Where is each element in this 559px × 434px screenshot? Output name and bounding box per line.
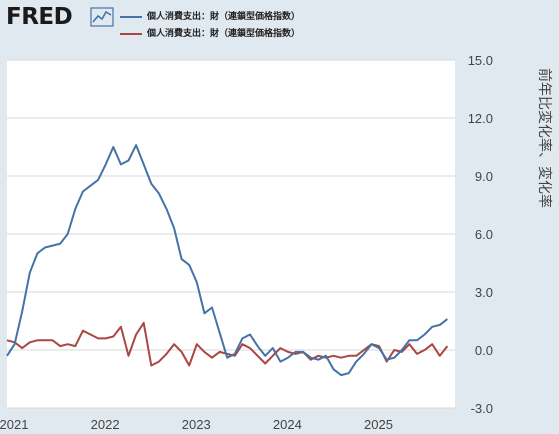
fred-logo[interactable]: FRED — [6, 4, 73, 30]
y-tick-label: 9.0 — [475, 169, 493, 184]
y-axis-ticks: 15.0 12.0 9.0 6.0 3.0 0.0 -3.0 — [468, 53, 493, 416]
y-tick-label: -3.0 — [471, 401, 493, 416]
legend-item-series-1[interactable]: 個人消費支出：財（連鎖型価格指数） — [120, 9, 300, 23]
y-tick-label: 15.0 — [468, 53, 493, 68]
legend-swatch — [120, 32, 142, 35]
series-lines[interactable] — [6, 144, 449, 377]
legend-item-series-2[interactable]: 個人消費支出：財（連鎖型価格指数） — [120, 26, 300, 40]
series-line-1[interactable] — [6, 144, 449, 377]
legend-label: 個人消費支出：財（連鎖型価格指数） — [147, 11, 301, 21]
legend-label: 個人消費支出：財（連鎖型価格指数） — [147, 28, 301, 38]
x-tick-label: 2022 — [91, 417, 120, 432]
x-axis-ticks: 2021 2022 2023 2024 2025 — [0, 417, 393, 432]
y-axis-label: 前年比変化率、変化率 — [536, 68, 553, 208]
x-tick-label: 2021 — [0, 417, 28, 432]
x-tick-label: 2023 — [182, 417, 211, 432]
x-tick-label: 2025 — [364, 417, 393, 432]
y-tick-label: 3.0 — [475, 285, 493, 300]
legend-swatch — [120, 15, 142, 18]
x-tick-label: 2024 — [273, 417, 302, 432]
y-tick-label: 12.0 — [468, 111, 493, 126]
line-chart-icon — [90, 7, 114, 27]
y-tick-label: 6.0 — [475, 227, 493, 242]
y-tick-label: 0.0 — [475, 343, 493, 358]
